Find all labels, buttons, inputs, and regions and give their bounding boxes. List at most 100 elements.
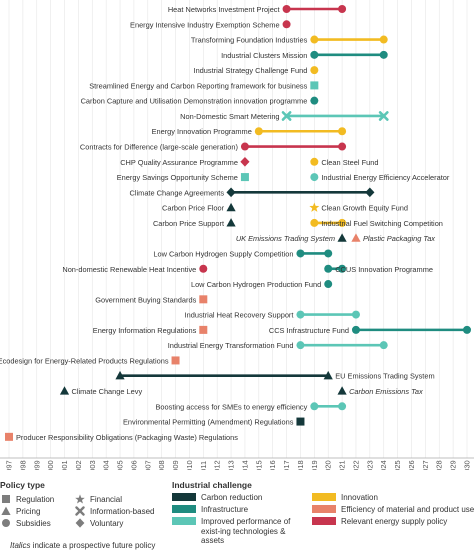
policy-clean-steel-fund-start-marker xyxy=(310,157,319,166)
policy-type-legend-item-subsidy: Subsidies xyxy=(0,517,74,529)
policy-contracts-for-difference-large-scale-generation-label: Contracts for Difference (large-scale ge… xyxy=(80,143,238,152)
policy-type-legend: Policy type Regulation Financial Pricing In… xyxy=(0,480,165,529)
policy-heat-networks-investment-project-end-marker xyxy=(338,5,347,13)
policy-energy-information-regulations-start-marker xyxy=(199,325,208,334)
policy-type-legend-item-voluntary: Voluntary xyxy=(74,517,164,529)
information-legend-icon xyxy=(74,506,86,516)
challenge-legend-label: Infrastructure xyxy=(201,505,249,514)
timeline-plot: 1997 1998 1999 2000 2001 2002 2003 2004 2005 2006… xyxy=(0,0,474,470)
policy-low-carbon-hydrogen-supply-competition-label: Low Carbon Hydrogen Supply Competition xyxy=(153,249,293,258)
policy-industrial-strategy-challenge-fund-start-marker xyxy=(310,66,319,75)
financial-legend-icon xyxy=(74,494,86,504)
policy-contracts-for-difference-large-scale-generation-end-marker xyxy=(338,142,347,151)
policy-carbon-emissions-tax-start-marker xyxy=(337,386,347,395)
voluntary-symbol-icon xyxy=(75,518,85,528)
policy-type-legend-item-information: Information-based xyxy=(74,505,164,517)
policy-climate-change-agreements-start-marker xyxy=(226,187,236,198)
policy-uk-emissions-trading-system-start-marker xyxy=(337,233,347,242)
policy-producer-responsibility-obligations-packaging-waste-regulations-start-marker xyxy=(5,432,13,441)
policy-low-carbon-hydrogen-production-fund-start-marker xyxy=(324,280,333,289)
policy-carbon-capture-and-utilisation-demonstration-innovation-programme-label: Carbon Capture and Utilisation Demonstra… xyxy=(81,97,308,106)
policy-transforming-foundation-industries-label: Transforming Foundation Industries xyxy=(191,36,308,45)
policy-industrial-energy-efficiency-accelerator-start-marker xyxy=(310,173,319,182)
x-tick-label-2016: 2016 xyxy=(268,460,277,470)
x-tick-label-2007: 2007 xyxy=(143,460,152,470)
policy-producer-responsibility-obligations-packaging-waste-regulations-label: Producer Responsibility Obligations (Pac… xyxy=(16,433,238,442)
policy-ccus-innovation-programme-end-marker xyxy=(338,264,347,273)
x-tick-label-2006: 2006 xyxy=(129,460,138,470)
policy-industrial-fuel-switching-competition-start-marker xyxy=(310,218,319,227)
policy-type-legend-label: Regulation xyxy=(16,494,55,504)
footnote-italic-word: Italics xyxy=(10,541,31,550)
challenge-legend-label: Carbon reduction xyxy=(201,493,263,502)
x-tick-label-2019: 2019 xyxy=(310,460,319,470)
policy-environmental-permitting-amendment-regulations-start-marker xyxy=(296,417,305,426)
policy-boosting-access-for-smes-to-energy-efficiency-start-marker xyxy=(310,402,319,411)
policy-energy-information-regulations-label: Energy Information Regulations xyxy=(93,326,197,335)
policy-carbon-emissions-tax-label: Carbon Emissions Tax xyxy=(349,387,423,396)
footnote-text: indicate a prospective future policy xyxy=(30,541,156,550)
x-tick-label-2024: 2024 xyxy=(379,460,388,470)
policy-low-carbon-hydrogen-supply-competition-end-marker xyxy=(324,249,333,258)
x-tick-label-2014: 2014 xyxy=(240,460,249,470)
policy-ccs-infrastructure-fund-start-marker xyxy=(351,325,360,334)
policy-low-carbon-hydrogen-supply-competition-start-marker xyxy=(296,249,305,258)
policy-non-domestic-smart-metering-start-marker xyxy=(281,111,292,121)
subsidy-symbol-icon xyxy=(2,519,10,527)
policy-type-legend-label: Voluntary xyxy=(90,518,124,528)
policy-boosting-access-for-smes-to-energy-efficiency-label: Boosting access for SMEs to energy effic… xyxy=(155,402,307,411)
policy-type-legend-label: Information-based xyxy=(90,506,155,516)
policy-carbon-price-floor-start-marker xyxy=(226,202,236,212)
challenge-color-swatch xyxy=(172,493,196,501)
policy-carbon-price-support-start-marker xyxy=(226,218,236,227)
x-tick-label-2010: 2010 xyxy=(185,460,194,470)
x-tick-label-2012: 2012 xyxy=(213,460,222,470)
policy-ecodesign-for-energy-related-products-regulations-label: Ecodesign for Energy-Related Products Re… xyxy=(0,356,169,365)
policy-non-domestic-renewable-heat-incentive-start-marker xyxy=(199,264,208,273)
policy-chp-quality-assurance-programme-label: CHP Quality Assurance Programme xyxy=(120,158,238,167)
policy-type-legend-item-regulation: Regulation xyxy=(0,493,74,505)
policy-government-buying-standards-label: Government Buying Standards xyxy=(95,295,196,304)
challenge-color-swatch xyxy=(312,517,336,525)
policy-eu-emissions-trading-system-label: EU Emissions Trading System xyxy=(335,372,434,381)
x-tick-label-2030: 2030 xyxy=(463,460,472,470)
policy-environmental-permitting-amendment-regulations-label: Environmental Permitting (Amendment) Reg… xyxy=(123,418,294,427)
policy-streamlined-energy-and-carbon-reporting-framework-for-business-start-marker xyxy=(310,81,319,90)
policy-low-carbon-hydrogen-production-fund-label: Low Carbon Hydrogen Production Fund xyxy=(191,280,321,289)
policy-energy-intensive-industry-exemption-scheme-label: Energy Intensive Industry Exemption Sche… xyxy=(130,20,280,29)
challenge-color-swatch xyxy=(312,505,336,513)
policy-carbon-price-floor-label: Carbon Price Floor xyxy=(162,204,225,213)
x-tick-label-2003: 2003 xyxy=(88,460,97,470)
policy-climate-change-levy-label: Climate Change Levy xyxy=(72,387,143,396)
x-tick-label-2017: 2017 xyxy=(282,460,291,470)
information-symbol-stroke-b xyxy=(75,506,85,516)
policy-industrial-energy-efficiency-accelerator-label: Industrial Energy Efficiency Accelerator xyxy=(321,173,450,182)
policy-energy-savings-opportunity-scheme-start-marker xyxy=(240,173,249,182)
x-tick-label-1997: 1997 xyxy=(5,460,14,470)
x-tick-label-2029: 2029 xyxy=(449,460,458,470)
x-tick-label-1999: 1999 xyxy=(32,460,41,470)
policy-row-24-item-0-start-marker xyxy=(115,370,125,380)
policy-ecodesign-for-energy-related-products-regulations-start-marker xyxy=(171,356,180,365)
policy-type-legend-label: Subsidies xyxy=(16,518,51,528)
policy-type-legend-item-financial: Financial xyxy=(74,493,164,505)
x-tick-label-2018: 2018 xyxy=(296,460,305,470)
policy-type-legend-title: Policy type xyxy=(0,480,45,490)
policy-industrial-energy-transformation-fund-start-marker xyxy=(296,341,305,350)
policy-non-domestic-smart-metering-label: Non-Domestic Smart Metering xyxy=(180,112,279,121)
challenge-legend-item-innovation: Innovation xyxy=(312,493,472,505)
policy-non-domestic-smart-metering-end-marker-stroke-b xyxy=(378,111,389,121)
x-tick-label-2005: 2005 xyxy=(116,460,125,470)
policy-industrial-fuel-switching-competition-label: Industrial Fuel Switching Competition xyxy=(321,219,443,228)
policy-plastic-packaging-tax-start-marker xyxy=(351,233,361,242)
subsidy-legend-icon xyxy=(0,518,12,528)
policy-industrial-strategy-challenge-fund-label: Industrial Strategy Challenge Fund xyxy=(194,66,308,75)
x-tick-label-2027: 2027 xyxy=(421,460,430,470)
policy-clean-growth-equity-fund-start-marker xyxy=(309,202,320,212)
policy-ccus-innovation-programme-start-marker xyxy=(324,264,333,273)
x-tick-label-2028: 2028 xyxy=(435,460,444,470)
x-tick-label-2021: 2021 xyxy=(338,460,347,470)
policy-boosting-access-for-smes-to-energy-efficiency-end-marker xyxy=(338,402,347,411)
policy-industrial-heat-recovery-support-label: Industrial Heat Recovery Support xyxy=(185,311,294,320)
policy-plastic-packaging-tax-label: Plastic Packaging Tax xyxy=(363,234,435,243)
